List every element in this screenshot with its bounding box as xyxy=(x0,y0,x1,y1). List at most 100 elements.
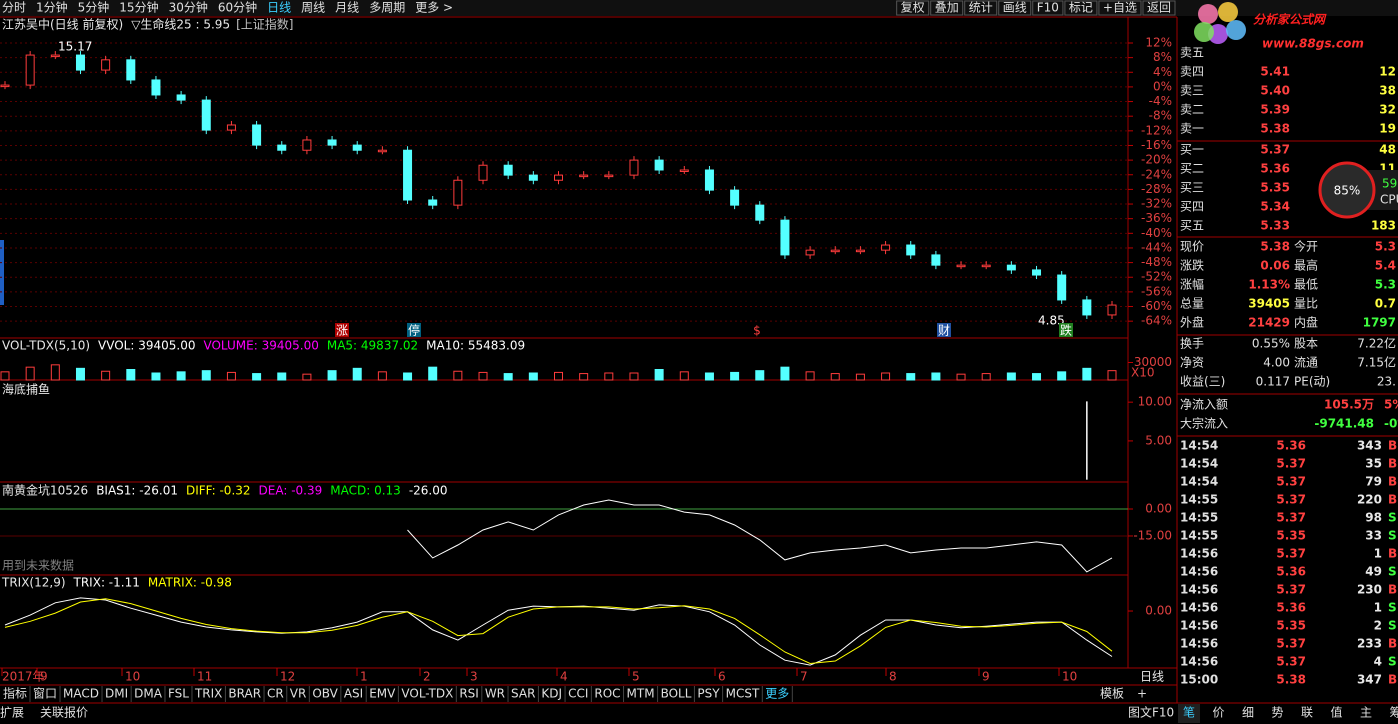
indicator-tab[interactable]: RSI xyxy=(459,687,479,701)
candle-body xyxy=(956,264,966,268)
indicator-tab[interactable]: WR xyxy=(485,687,505,701)
bar xyxy=(579,373,589,381)
y-tick-label: -8% xyxy=(1149,109,1172,123)
quote-tab[interactable]: 笔 xyxy=(1183,705,1195,720)
quote-tab[interactable]: 联 xyxy=(1301,706,1313,720)
indicator-tab[interactable]: MCST xyxy=(726,687,760,701)
book-label: 买二 xyxy=(1180,162,1204,176)
y-tick-label: -36% xyxy=(1141,211,1172,225)
indicator-tab[interactable]: 指标 xyxy=(3,686,27,701)
menu-item[interactable]: 周线 xyxy=(301,1,325,15)
quote-tab[interactable]: 值 xyxy=(1331,705,1343,720)
book-label: 卖一 xyxy=(1180,122,1204,136)
stat-label: 净资 xyxy=(1180,356,1204,370)
y-tick-label: 5.00 xyxy=(1145,433,1172,447)
quote-tab[interactable]: 价 xyxy=(1213,706,1225,720)
menu-button[interactable]: F10 xyxy=(1037,1,1059,15)
book-volume: 32 xyxy=(1379,103,1396,117)
quote-tab[interactable]: 细 xyxy=(1242,706,1254,720)
menu-item[interactable]: 30分钟 xyxy=(169,0,208,15)
bar xyxy=(654,369,664,381)
indicator-tab[interactable]: 更多 xyxy=(765,687,789,701)
book-price: 5.35 xyxy=(1260,181,1290,195)
tick-volume: 35 xyxy=(1365,457,1382,471)
quote-tab[interactable]: 主 xyxy=(1360,706,1372,720)
tick-volume: 233 xyxy=(1357,637,1382,651)
menu-item[interactable]: 日线 xyxy=(267,1,291,15)
indicator-tab[interactable]: TRIX xyxy=(194,687,222,701)
bar xyxy=(830,373,840,381)
date-label: 8 xyxy=(889,670,897,684)
menu-item[interactable]: 分时 xyxy=(2,1,26,15)
indicator-tab[interactable]: DMI xyxy=(105,687,128,701)
indicator-tab[interactable]: FSL xyxy=(168,687,189,701)
indicator-tab[interactable]: SAR xyxy=(511,687,535,701)
tick-volume: 98 xyxy=(1365,511,1382,525)
tick-side: S xyxy=(1388,565,1397,579)
indicator-tab[interactable]: VOL-TDX xyxy=(401,687,453,701)
indicator-tab[interactable]: MTM xyxy=(627,687,655,701)
menu-item[interactable]: 多周期 xyxy=(369,1,405,15)
tick-price: 5.35 xyxy=(1276,529,1306,543)
add-button[interactable]: + xyxy=(1137,687,1147,701)
legend-item: TRIX: -1.11 xyxy=(73,576,140,590)
menu-button[interactable]: 叠加 xyxy=(935,1,959,15)
menu-button[interactable]: 统计 xyxy=(969,1,993,15)
indicator-tab[interactable]: PSY xyxy=(697,687,720,701)
template-button[interactable]: 模板 xyxy=(1100,687,1124,701)
book-volume: 12 xyxy=(1379,65,1396,79)
menu-button[interactable]: 画线 xyxy=(1003,1,1027,15)
tick-time: 14:56 xyxy=(1180,619,1218,633)
logo-petal xyxy=(1198,4,1218,24)
stat-label: 涨跌 xyxy=(1180,258,1204,273)
event-marker[interactable]: 涨 xyxy=(336,323,348,338)
menu-item[interactable]: 15分钟 xyxy=(119,0,158,15)
quote-tab[interactable]: 筹 xyxy=(1390,706,1398,720)
stat-value: 5.3 xyxy=(1375,278,1396,292)
bar xyxy=(956,373,966,381)
indicator-tab[interactable]: ASI xyxy=(344,687,363,701)
candle-body xyxy=(780,219,790,256)
menu-item[interactable]: 1分钟 xyxy=(36,0,68,15)
menu-item[interactable]: 更多 > xyxy=(415,1,453,15)
indicator-tab[interactable]: BRAR xyxy=(228,687,261,701)
menu-button[interactable]: +自选 xyxy=(1103,1,1137,15)
menu-button[interactable]: 返回 xyxy=(1147,1,1171,15)
menu-item[interactable]: 5分钟 xyxy=(78,0,110,15)
indicator-tab[interactable]: CCI xyxy=(568,687,588,701)
bottom-button[interactable]: 扩展 xyxy=(0,706,24,720)
indicator-tab[interactable]: OBV xyxy=(312,687,338,701)
event-marker-bg xyxy=(750,323,764,337)
tick-price: 5.36 xyxy=(1276,565,1306,579)
event-marker[interactable]: 财 xyxy=(938,324,950,338)
tick-price: 5.37 xyxy=(1276,637,1306,651)
bar xyxy=(981,373,991,381)
tick-side: B xyxy=(1388,439,1397,453)
indicator-tab[interactable]: CR xyxy=(267,687,284,701)
indicator-tab[interactable]: EMV xyxy=(369,687,396,701)
event-marker[interactable]: $ xyxy=(753,324,761,338)
menu-item[interactable]: 60分钟 xyxy=(218,0,257,15)
indicator-tab[interactable]: BOLL xyxy=(661,687,692,701)
book-label: 卖三 xyxy=(1180,84,1204,98)
bottom-button[interactable]: 关联报价 xyxy=(40,705,88,720)
bar xyxy=(1107,370,1117,381)
indicator-tab[interactable]: DMA xyxy=(134,687,163,701)
tick-volume: 33 xyxy=(1365,529,1382,543)
quote-tab[interactable]: 势 xyxy=(1272,706,1284,720)
indicator-tab[interactable]: KDJ xyxy=(541,687,562,701)
indicator-tab[interactable]: VR xyxy=(290,687,307,701)
side-tab[interactable] xyxy=(0,240,4,305)
stat-label: 最高 xyxy=(1294,258,1318,273)
menu-item[interactable]: 月线 xyxy=(335,1,359,15)
book-label: 买三 xyxy=(1180,181,1204,195)
menu-button[interactable]: 标记 xyxy=(1069,1,1093,15)
indicator-tab[interactable]: MACD xyxy=(63,687,99,701)
legend-item: MA10: 55483.09 xyxy=(426,339,525,353)
indicator-tab[interactable]: 窗口 xyxy=(33,687,57,701)
menu-button[interactable]: 复权 xyxy=(901,1,925,15)
indicator-tab[interactable]: ROC xyxy=(594,687,620,701)
bottom-button[interactable]: 图文F10 xyxy=(1128,705,1174,720)
event-marker[interactable]: 停 xyxy=(408,323,420,338)
event-marker[interactable]: 跌 xyxy=(1060,323,1072,338)
